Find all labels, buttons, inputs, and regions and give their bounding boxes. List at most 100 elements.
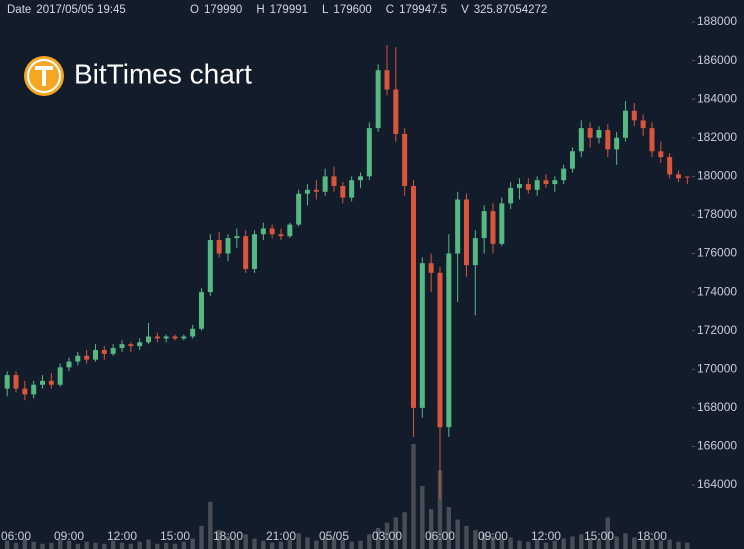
volume-bar xyxy=(596,539,602,549)
volume-bar xyxy=(490,536,496,549)
candle-body xyxy=(605,130,611,150)
volume-bar xyxy=(473,530,478,549)
volume-bar xyxy=(464,525,469,549)
x-tick-label: 15:00 xyxy=(160,529,190,543)
logo-glyph xyxy=(42,66,46,86)
x-tick-label: 09:00 xyxy=(478,529,508,543)
x-tick-label: 03:00 xyxy=(372,529,402,543)
x-tick-label: 05/05 xyxy=(319,529,349,543)
x-tick-label: 06:00 xyxy=(1,529,31,543)
volume-bar xyxy=(22,538,28,549)
volume-bar xyxy=(358,540,363,549)
candle-body xyxy=(119,344,125,349)
volume-bar xyxy=(658,540,664,549)
candle-body xyxy=(101,350,107,354)
candle-body xyxy=(4,375,10,389)
volume-bar xyxy=(225,536,231,549)
volume-bar xyxy=(402,512,407,549)
volume-bar xyxy=(676,541,681,549)
candle-body xyxy=(22,388,28,395)
candle-body xyxy=(110,348,116,354)
candle-body xyxy=(640,120,646,129)
volume-bar xyxy=(252,538,257,549)
candle-body xyxy=(428,263,434,273)
candle-body xyxy=(393,89,399,134)
y-tick-label: 174000 xyxy=(697,284,737,298)
ohlc-value: 325.87054272 xyxy=(474,4,548,16)
volume-bar xyxy=(437,470,443,549)
volume-bar xyxy=(31,541,36,549)
volume-bar xyxy=(305,537,310,549)
candle-body xyxy=(384,70,390,90)
candle-body xyxy=(410,185,416,408)
x-tick-label: 09:00 xyxy=(54,529,84,543)
candle-body xyxy=(128,344,134,347)
volume-bar xyxy=(163,542,169,549)
candle-body xyxy=(84,355,90,360)
x-tick-label: 06:00 xyxy=(425,529,455,543)
volume-bar xyxy=(146,539,151,549)
volume-bar xyxy=(587,538,593,549)
volume-bar xyxy=(322,536,328,549)
logo xyxy=(24,56,64,96)
volume-bar xyxy=(75,543,81,549)
candle-body xyxy=(508,187,514,204)
volume-bar xyxy=(216,530,222,549)
volume-bar xyxy=(446,507,452,549)
volume-bar xyxy=(119,542,125,549)
x-tick-label: 12:00 xyxy=(531,529,561,543)
y-tick-label: 178000 xyxy=(697,207,737,221)
candle-body xyxy=(499,203,505,244)
candle-body xyxy=(587,128,593,138)
candle-body xyxy=(543,180,549,185)
volume-bar xyxy=(517,540,522,549)
ohlc-value: 179991 xyxy=(270,4,308,16)
volume-bar xyxy=(13,542,19,549)
volume-bar xyxy=(543,542,549,549)
ohlc-label: C xyxy=(386,4,394,16)
x-tick-label: 18:00 xyxy=(213,529,243,543)
volume-bar xyxy=(649,538,655,549)
candle-body xyxy=(446,253,452,428)
candle-body xyxy=(349,180,355,198)
volume-bar xyxy=(199,525,204,549)
candle-body xyxy=(172,336,178,339)
candle-body xyxy=(75,355,81,362)
volume-bar xyxy=(614,536,619,549)
candle-body xyxy=(578,128,584,152)
candle-body xyxy=(569,151,575,169)
x-tick-label: 15:00 xyxy=(584,529,614,543)
candle-body xyxy=(163,336,169,339)
volume-bar xyxy=(4,540,10,549)
candle-body xyxy=(145,336,151,343)
candle-body xyxy=(234,236,240,239)
volume-bar xyxy=(278,541,284,549)
candle-body xyxy=(455,199,461,254)
x-tick-label: 18:00 xyxy=(637,529,667,543)
y-tick-label: 172000 xyxy=(697,323,737,337)
volume-bar xyxy=(499,538,505,549)
ohlc-label: L xyxy=(322,4,329,16)
ohlc-value: 179947.5 xyxy=(399,4,447,16)
ohlc-header: Date 2017/05/05 19:45 O 179990 H 179991 L 17960… xyxy=(7,4,547,16)
y-tick-label: 180000 xyxy=(697,169,737,183)
volume-bar xyxy=(243,534,248,549)
volume-bar xyxy=(49,542,54,549)
x-tick-label: 21:00 xyxy=(266,529,296,543)
volume-bar xyxy=(93,542,98,549)
candle-body xyxy=(614,137,620,150)
volume-bar xyxy=(632,537,637,549)
candle-body xyxy=(481,211,487,239)
volume-bar xyxy=(349,541,354,549)
volume-bar xyxy=(181,541,187,549)
candle-body xyxy=(561,168,567,181)
volume-bar xyxy=(579,534,584,549)
candle-body xyxy=(296,193,302,225)
volume-bar xyxy=(411,444,416,549)
volume-bar xyxy=(340,539,346,549)
candle-body xyxy=(667,157,673,175)
candle-body xyxy=(658,151,664,158)
candle-body xyxy=(278,234,284,237)
y-tick-label: 170000 xyxy=(697,361,737,375)
